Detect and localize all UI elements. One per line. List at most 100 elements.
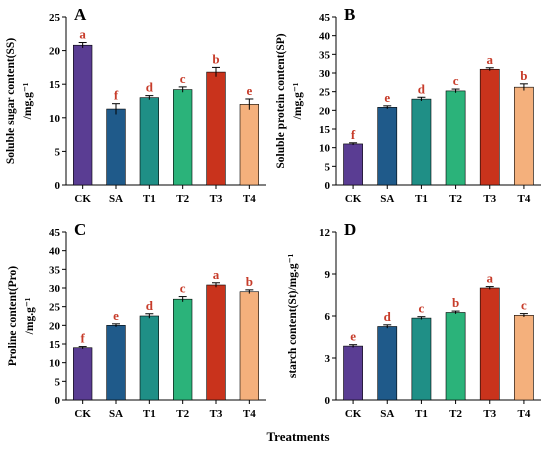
- bar-ck: [73, 347, 93, 401]
- significance-letter: b: [212, 51, 219, 66]
- y-tick-label: 25: [319, 87, 331, 99]
- panel-letter: C: [74, 220, 86, 239]
- bar-sa: [377, 326, 398, 401]
- y-axis-label-line: /mg.g⁻¹: [24, 298, 36, 336]
- x-tick-label: T1: [415, 408, 428, 420]
- significance-letter: c: [180, 71, 186, 86]
- y-tick-label: 9: [325, 269, 331, 281]
- x-tick-label: T4: [517, 408, 530, 420]
- panel-b: 0 5 10 15 20 25 30 35 40 45 B Soluble protein conte…: [275, 5, 541, 205]
- y-axis-label-line: starch content(St)/mg.g⁻¹: [287, 254, 299, 378]
- x-tick-label: SA: [109, 193, 123, 205]
- x-tick-label: T1: [143, 193, 156, 205]
- y-axis-label: starch content(St)/mg.g⁻¹: [287, 254, 299, 378]
- y-axis-label-line: /mg.g⁻¹: [22, 83, 34, 121]
- significance-letter: d: [418, 81, 426, 96]
- bar-t2: [173, 298, 193, 401]
- x-tick-label: T3: [210, 193, 223, 205]
- y-tick-label: 35: [49, 264, 61, 276]
- x-tick-label: T3: [483, 193, 496, 205]
- y-tick-label: 15: [49, 79, 61, 91]
- bar-t2: [445, 312, 466, 401]
- y-tick-label: 25: [49, 12, 61, 24]
- y-tick-label: 15: [319, 124, 331, 136]
- x-tick-label: SA: [109, 408, 123, 420]
- bar-t2: [173, 89, 193, 186]
- y-tick-label: 10: [319, 143, 331, 155]
- x-tick-label: T2: [176, 193, 189, 205]
- y-tick-label: 40: [49, 246, 61, 258]
- y-tick-label: 45: [49, 227, 61, 239]
- y-tick-label: 5: [55, 146, 61, 158]
- significance-letter: c: [521, 298, 527, 313]
- bar-t1: [139, 97, 159, 186]
- bar-ck: [343, 143, 363, 186]
- bar-t4: [239, 104, 259, 186]
- significance-letter: a: [487, 52, 494, 67]
- bar-t1: [411, 98, 432, 186]
- bar-t4: [239, 291, 259, 401]
- significance-letter: b: [452, 295, 459, 310]
- significance-letter: f: [114, 88, 119, 103]
- significance-letter: c: [453, 73, 459, 88]
- significance-letter: a: [213, 267, 220, 282]
- significance-letter: b: [246, 274, 253, 289]
- y-tick-label: 20: [49, 320, 61, 332]
- y-axis-label-line: Soluble protein content(SP): [275, 33, 287, 168]
- x-tick-label: T2: [449, 408, 462, 420]
- x-tick-label: T3: [210, 408, 223, 420]
- y-tick-label: 20: [319, 105, 331, 117]
- y-tick-label: 3: [325, 353, 331, 365]
- y-axis-label: Proline content(Pro) /mg.g⁻¹: [7, 266, 36, 366]
- y-axis-label-line: Soluble sugar content(SS): [5, 38, 17, 164]
- significance-letter: b: [520, 68, 527, 83]
- bar-t3: [206, 284, 226, 401]
- x-tick-label: T4: [243, 193, 256, 205]
- x-tick-label: T1: [415, 193, 428, 205]
- y-axis-label: Soluble protein content(SP) /mg.g⁻¹: [275, 33, 304, 168]
- y-tick-label: 20: [49, 46, 61, 58]
- bar-sa: [106, 108, 126, 186]
- bar-t4: [514, 314, 534, 401]
- bar-t1: [411, 317, 432, 401]
- panel-letter: D: [344, 220, 356, 239]
- significance-letter: c: [180, 281, 186, 296]
- y-tick-label: 30: [319, 68, 331, 80]
- x-tick-label: T2: [176, 408, 189, 420]
- y-tick-label: 15: [49, 339, 61, 351]
- y-tick-label: 35: [319, 49, 331, 61]
- y-tick-label: 10: [49, 113, 61, 125]
- bar-ck: [73, 44, 93, 186]
- significance-letter: f: [80, 331, 85, 346]
- significance-letter: e: [113, 308, 119, 323]
- y-tick-label: 6: [325, 311, 331, 323]
- significance-letter: a: [79, 27, 86, 42]
- bar-sa: [377, 107, 398, 186]
- bar-t3: [479, 287, 500, 401]
- y-tick-label: 10: [49, 358, 61, 370]
- x-tick-label: T2: [449, 193, 462, 205]
- bar-t3: [479, 68, 500, 186]
- y-axis-label-line: Proline content(Pro): [7, 266, 19, 366]
- significance-letter: d: [146, 298, 154, 313]
- y-tick-label: 30: [49, 283, 61, 295]
- x-tick-label: SA: [380, 193, 394, 205]
- x-tick-label: T3: [483, 408, 496, 420]
- x-tick-label: T4: [243, 408, 256, 420]
- bar-t2: [445, 90, 466, 186]
- panel-a: 0 5 10 15 20 25 A Soluble sugar content(SS) /mg.…: [5, 5, 266, 205]
- panel-letter: A: [74, 5, 87, 24]
- y-tick-label: 0: [325, 180, 331, 192]
- y-tick-label: 0: [325, 395, 331, 407]
- significance-letter: d: [384, 309, 392, 324]
- bar-t4: [514, 86, 534, 186]
- x-tick-label: CK: [345, 193, 362, 205]
- y-tick-label: 40: [319, 31, 331, 43]
- bar-t1: [139, 315, 159, 401]
- y-axis-label: Soluble sugar content(SS) /mg.g⁻¹: [5, 38, 34, 164]
- y-tick-label: 45: [319, 12, 331, 24]
- x-tick-label: T1: [143, 408, 156, 420]
- x-tick-label: CK: [74, 408, 91, 420]
- y-tick-label: 5: [325, 161, 331, 173]
